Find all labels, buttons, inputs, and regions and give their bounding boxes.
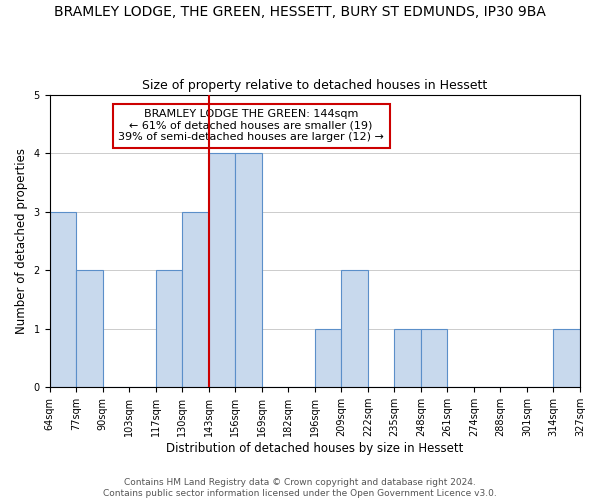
Bar bbox=[553, 328, 580, 387]
Bar bbox=[235, 153, 262, 387]
Bar bbox=[421, 328, 448, 387]
Y-axis label: Number of detached properties: Number of detached properties bbox=[15, 148, 28, 334]
Bar bbox=[209, 153, 235, 387]
Bar bbox=[394, 328, 421, 387]
Bar bbox=[182, 212, 209, 387]
Bar bbox=[76, 270, 103, 387]
X-axis label: Distribution of detached houses by size in Hessett: Distribution of detached houses by size … bbox=[166, 442, 463, 455]
Text: BRAMLEY LODGE, THE GREEN, HESSETT, BURY ST EDMUNDS, IP30 9BA: BRAMLEY LODGE, THE GREEN, HESSETT, BURY … bbox=[54, 5, 546, 19]
Text: BRAMLEY LODGE THE GREEN: 144sqm
← 61% of detached houses are smaller (19)
39% of: BRAMLEY LODGE THE GREEN: 144sqm ← 61% of… bbox=[118, 109, 384, 142]
Bar bbox=[315, 328, 341, 387]
Bar bbox=[50, 212, 76, 387]
Text: Contains HM Land Registry data © Crown copyright and database right 2024.
Contai: Contains HM Land Registry data © Crown c… bbox=[103, 478, 497, 498]
Bar bbox=[341, 270, 368, 387]
Bar bbox=[155, 270, 182, 387]
Title: Size of property relative to detached houses in Hessett: Size of property relative to detached ho… bbox=[142, 79, 487, 92]
